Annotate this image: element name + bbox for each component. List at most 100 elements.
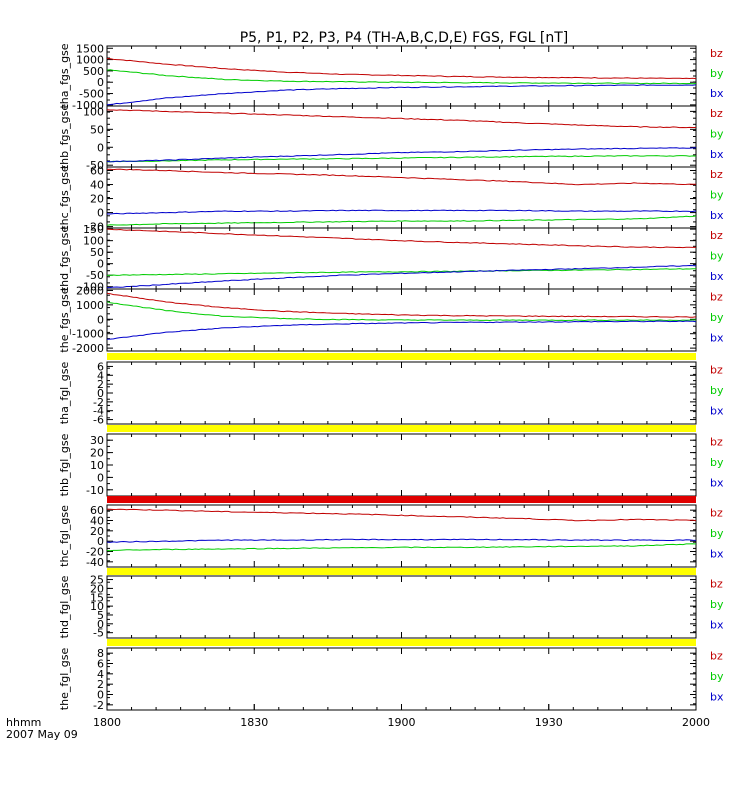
y-tick-label: 0 [97,689,104,702]
series-line-bx [106,209,697,215]
x-axis-corner-label-top: hhmm [6,716,41,729]
legend-label-by: by [710,311,724,324]
y-tick-label: 500 [83,65,104,78]
series-line-by [106,543,697,552]
y-axis-label: the_fgs_gse [58,287,71,352]
legend-label-by: by [710,189,724,202]
panel-top-bar [107,496,696,503]
series-line-bz [106,228,696,249]
y-axis-label: tha_fgl_gse [58,362,71,425]
panel-top-bar [107,639,696,646]
y-tick-label: 2000 [76,284,104,297]
y-axis-label: thb_fgl_gse [58,433,71,496]
x-tick-label: 1900 [388,716,416,729]
y-tick-label: -50 [86,159,104,172]
y-tick-label: 2 [97,378,104,391]
panel-frame [106,504,697,568]
series-line-bx [106,84,697,106]
legend-label-bz: bz [710,363,723,376]
panel-frame [106,361,697,425]
x-tick-label: 1930 [535,716,563,729]
y-tick-label: 6 [97,360,104,373]
y-tick-label: 8 [97,647,104,660]
y-axis-label: thc_fgl_gse [58,505,71,567]
series-line-bz [106,109,696,129]
y-axis-label: thd_fgl_gse [58,575,71,638]
legend-label-by: by [710,384,724,397]
y-tick-label: -2 [93,699,104,712]
y-tick-label: 0 [97,618,104,631]
y-tick-label: -1000 [72,99,104,112]
y-tick-label: 4 [97,369,104,382]
legend-label-bx: bx [710,619,724,632]
y-tick-label: 0 [97,258,104,271]
y-tick-label: 1000 [76,299,104,312]
y-tick-label: 60 [90,165,104,178]
legend-label-bx: bx [710,270,724,283]
y-tick-label: 6 [97,658,104,671]
legend-label-bz: bz [710,290,723,303]
y-tick-label: 5 [97,609,104,622]
y-tick-label: 10 [90,600,104,613]
y-tick-label: 20 [90,525,104,538]
y-tick-label: -100 [79,281,104,294]
y-axis-label: thb_fgs_gse [58,104,71,170]
y-tick-label: 40 [90,515,104,528]
panel-top-bar [107,568,696,575]
y-tick-label: 100 [83,235,104,248]
y-tick-label: 2 [97,678,104,691]
legend-label-bx: bx [710,548,724,561]
y-tick-label: 0 [97,471,104,484]
series-line-bz [106,292,697,318]
x-axis: 1800 1830 1900 1930 2000 [93,46,710,729]
y-tick-label: 15 [90,591,104,604]
legend-label-by: by [710,456,724,469]
legend-label-by: by [710,67,724,80]
series-line-by [106,215,697,226]
y-axis-label: the_fgl_gse [58,648,71,711]
y-tick-label: 0 [97,141,104,154]
y-tick-label: 0 [97,387,104,400]
panel-top-bar [107,425,696,432]
y-tick-label: 4 [97,668,104,681]
figure-title: P5, P1, P2, P3, P4 (TH-A,B,C,D,E) FGS, F… [240,30,569,46]
y-tick-label: 0 [97,313,104,326]
y-tick-label: -6 [93,414,104,427]
y-tick-label: 150 [83,223,104,236]
panel-frame [106,647,697,711]
y-tick-label: 1500 [76,42,104,55]
y-tick-label: 60 [90,504,104,517]
y-tick-label: -10 [86,484,104,497]
legend-label-bx: bx [710,209,724,222]
y-axis-label: thd_fgs_gse [58,226,71,292]
y-tick-label: -1000 [72,328,104,341]
x-tick-label: 2000 [682,716,710,729]
y-tick-label: -20 [86,221,104,234]
y-tick-label: 0 [97,76,104,89]
panel-top-bar [107,353,696,360]
panel-frame [106,433,697,497]
y-tick-label: 25 [90,574,104,587]
legend-label-bx: bx [710,332,724,345]
y-tick-label: -500 [79,88,104,101]
legend-label-bz: bz [710,506,723,519]
y-tick-label: -2000 [72,342,104,355]
legend-label-by: by [710,670,724,683]
panel-frame [106,227,697,290]
legend-label-bx: bx [710,148,724,161]
legend-label-by: by [710,250,724,263]
y-tick-label: 1000 [76,54,104,67]
series-line-by [106,69,697,85]
legend-label-by: by [710,527,724,540]
y-tick-label: 0 [97,535,104,548]
y-tick-label: 40 [90,179,104,192]
y-tick-label: -20 [86,546,104,559]
x-tick-label: 1830 [240,716,268,729]
legend-label-bz: bz [710,107,723,120]
